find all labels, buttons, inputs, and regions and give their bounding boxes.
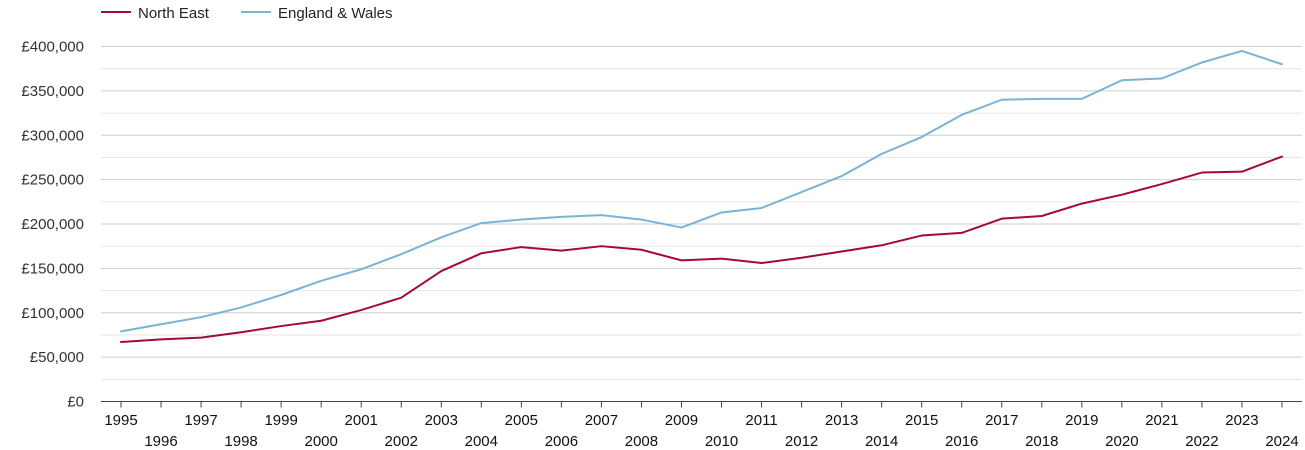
legend-label-england-wales: England & Wales [278,5,393,22]
legend-label-north-east: North East [138,5,210,22]
y-tick-label: £300,000 [21,127,84,144]
x-tick-label: 2006 [545,433,578,450]
x-tick-label: 2016 [945,433,978,450]
y-axis-tick-labels: £0 £50,000 £100,000 £150,000 £200,000 £250,00… [21,39,84,411]
x-tick-label: 2019 [1065,412,1098,429]
x-tick-label: 2004 [465,433,498,450]
y-tick-label: £100,000 [21,305,84,322]
x-tick-label: 1996 [144,433,177,450]
x-axis: 1995 1996 1997 1998 1999 2000 2001 2002 2003 2004… [101,401,1302,450]
x-tick-label: 1998 [224,433,257,450]
x-tick-label: 2011 [745,412,777,429]
x-tick-label: 2013 [825,412,858,429]
y-tick-label: £200,000 [21,216,84,233]
x-tick-label: 2005 [505,412,538,429]
series-line-england-wales [120,49,1283,333]
y-tick-label: £0 [67,394,84,411]
x-tick-label: 2003 [425,412,458,429]
x-tick-label: 2024 [1265,433,1298,450]
legend: North East England & Wales [101,5,393,22]
series-line-north-east [120,155,1283,344]
x-tick-label: 2002 [385,433,418,450]
x-tick-label: 2023 [1225,412,1258,429]
x-tick-label: 1997 [184,412,217,429]
y-tick-label: £350,000 [21,83,84,100]
y-tick-label: £150,000 [21,260,84,277]
x-tick-label: 2007 [585,412,618,429]
x-tick-label: 2008 [625,433,658,450]
x-tick-label: 1995 [104,412,137,429]
x-tick-label: 1999 [264,412,297,429]
x-tick-label: 2017 [985,412,1018,429]
y-tick-label: £400,000 [21,39,84,56]
y-tick-label: £50,000 [30,349,84,366]
x-tick-label: 2018 [1025,433,1058,450]
x-tick-label: 2014 [865,433,898,450]
x-tick-label: 2015 [905,412,938,429]
x-tick-label: 2012 [785,433,818,450]
y-tick-label: £250,000 [21,172,84,189]
x-tick-label: 2009 [665,412,698,429]
x-tick-label: 2010 [705,433,738,450]
gridlines [101,46,1302,380]
x-tick-label: 2020 [1105,433,1138,450]
x-tick-label: 2021 [1145,412,1178,429]
series-lines [120,49,1283,344]
x-tick-label: 2000 [304,433,337,450]
x-tick-label: 2001 [345,412,378,429]
x-tick-label: 2022 [1185,433,1218,450]
